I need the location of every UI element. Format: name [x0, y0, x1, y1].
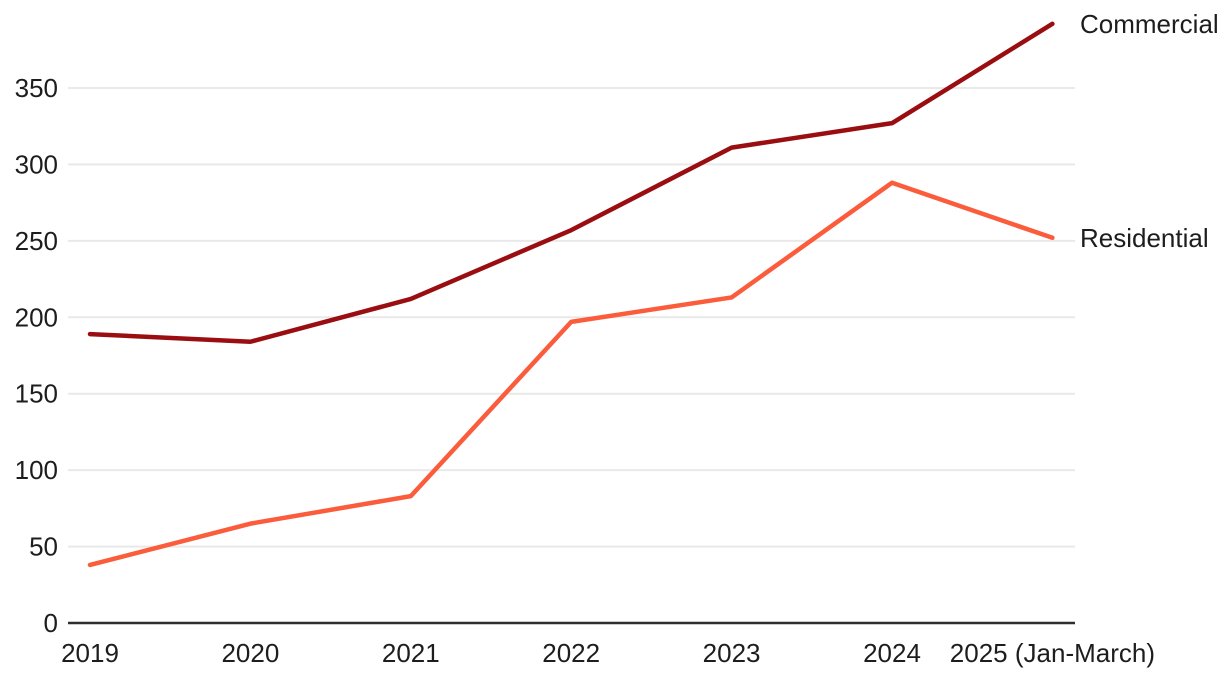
x-tick-label: 2023 — [703, 638, 761, 668]
x-tick-label: 2022 — [542, 638, 600, 668]
series-line-residential — [87, 180, 1055, 568]
x-tick-label: 2019 — [61, 638, 119, 668]
y-tick-label: 350 — [15, 73, 58, 103]
y-tick-label: 0 — [44, 608, 58, 638]
y-tick-label: 200 — [15, 302, 58, 332]
series-label-residential: Residential — [1080, 223, 1209, 253]
series-line-commercial — [87, 21, 1055, 344]
x-tick-label: 2020 — [221, 638, 279, 668]
y-tick-label: 150 — [15, 379, 58, 409]
y-tick-label: 250 — [15, 226, 58, 256]
x-tick-label: 2024 — [863, 638, 921, 668]
x-tick-label: 2021 — [382, 638, 440, 668]
y-tick-label: 50 — [29, 532, 58, 562]
series-label-commercial: Commercial — [1080, 9, 1219, 39]
x-tick-label: 2025 (Jan-March) — [950, 638, 1155, 668]
y-tick-label: 100 — [15, 455, 58, 485]
y-tick-label: 300 — [15, 149, 58, 179]
